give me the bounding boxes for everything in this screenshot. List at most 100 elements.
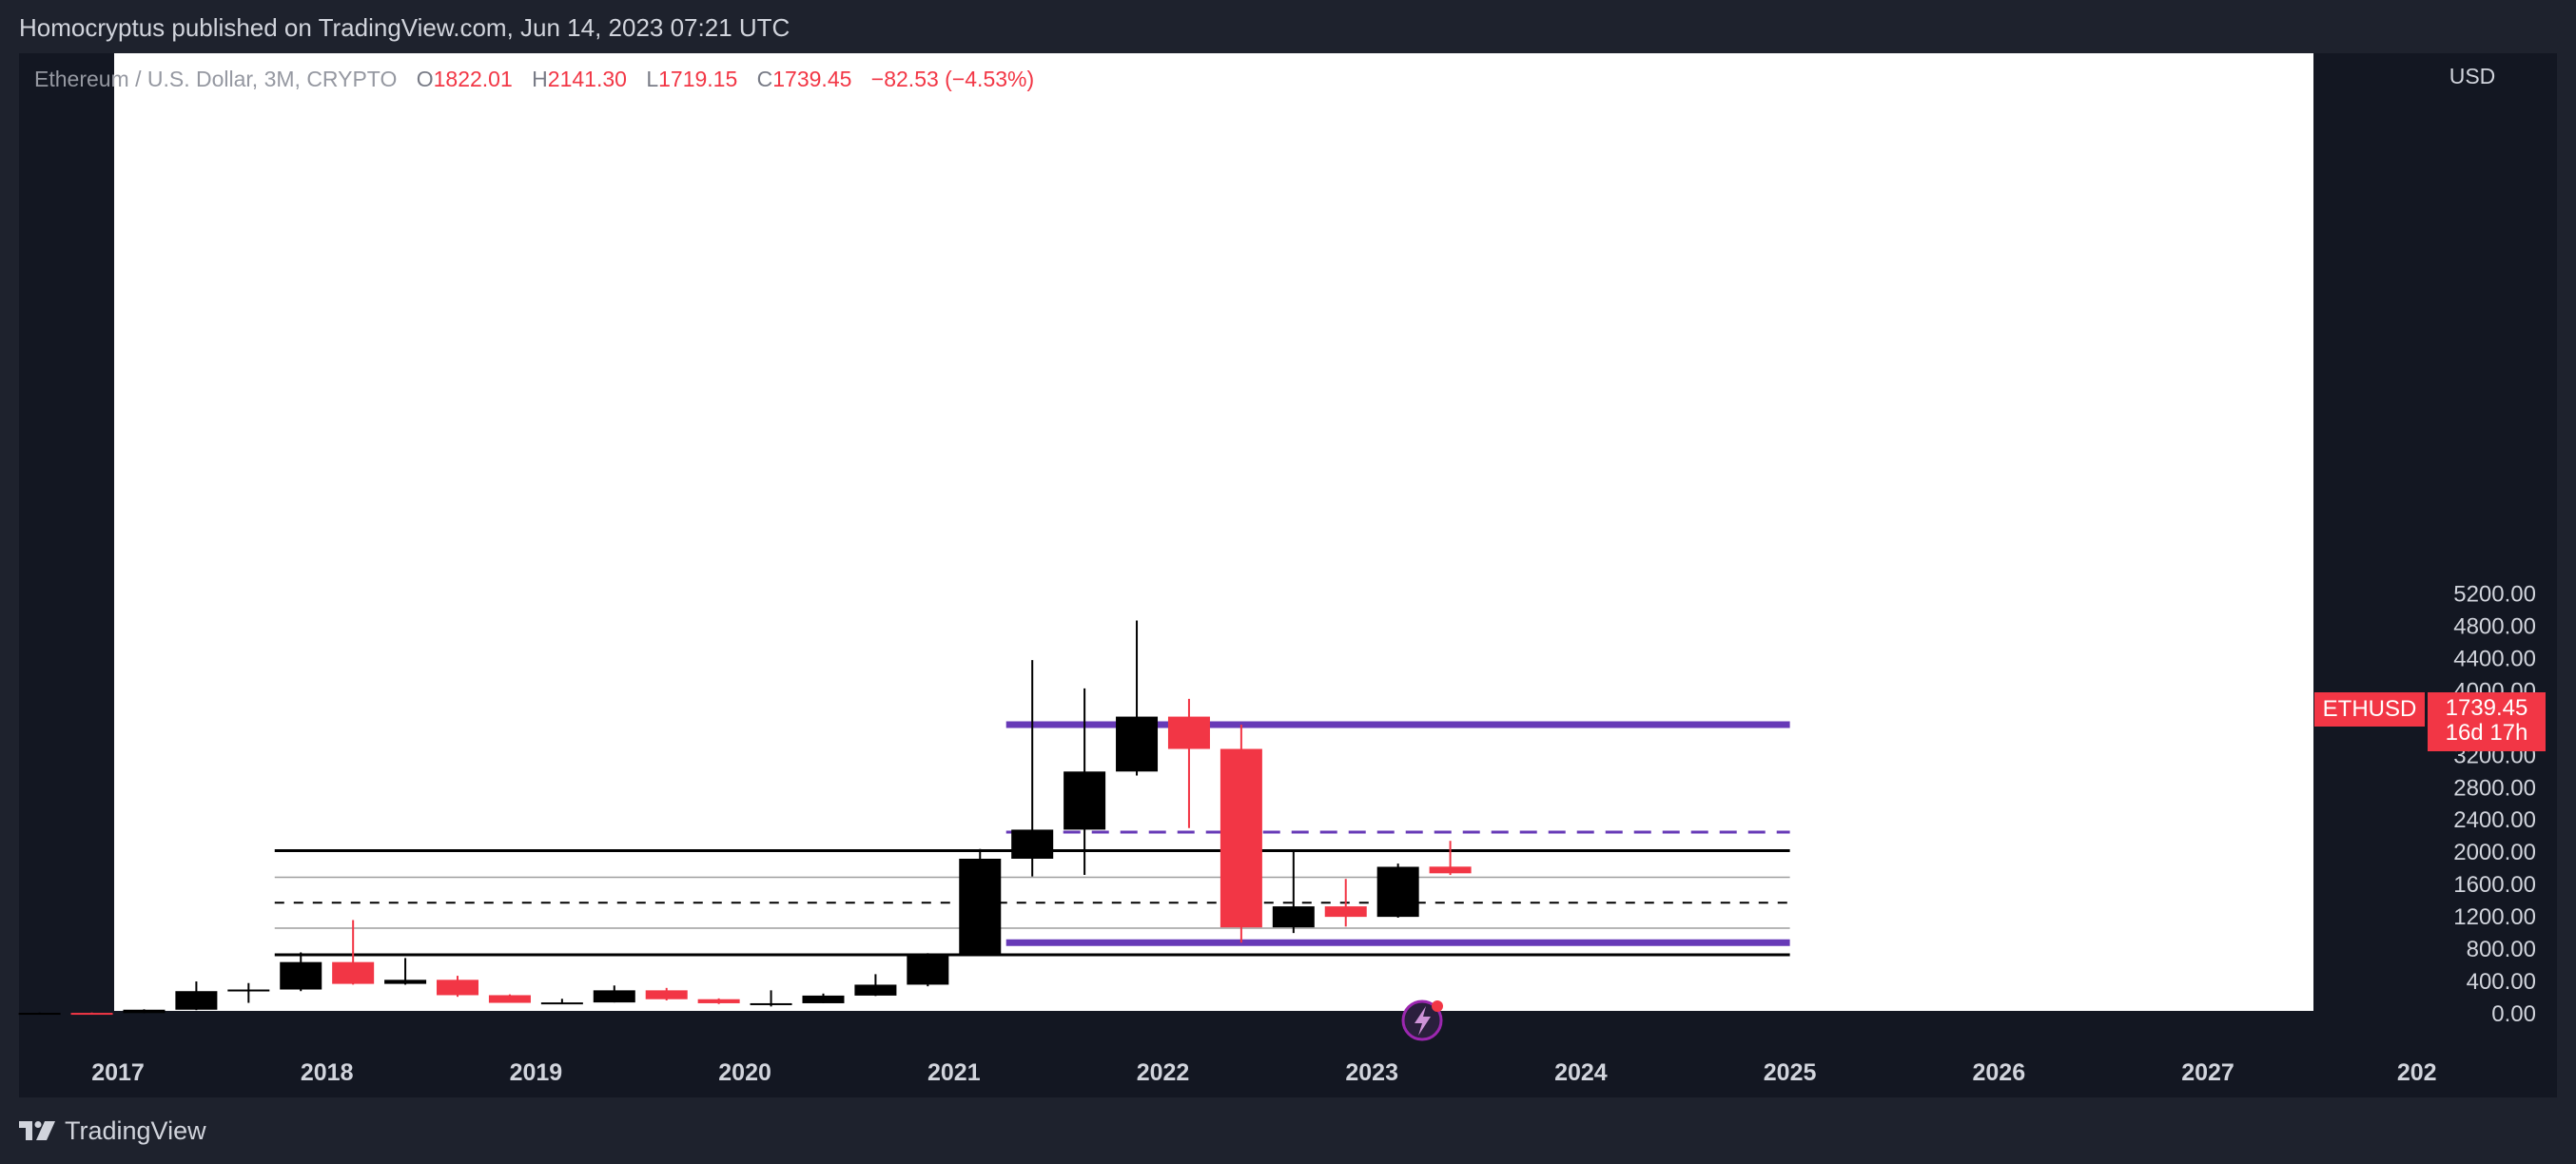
publish-info: Homocryptus published on TradingView.com… <box>19 13 790 42</box>
candle-2019-Q3[interactable] <box>645 987 688 1000</box>
candle-2020-Q2[interactable] <box>802 993 845 1003</box>
candle-2016-Q3[interactable] <box>18 1012 61 1016</box>
candle-2018-Q4[interactable] <box>488 994 531 1003</box>
candle-2018-Q1[interactable] <box>332 920 375 985</box>
candle-body <box>175 991 218 1010</box>
candles[interactable] <box>18 620 1472 1016</box>
candle-2023-Q1[interactable] <box>1376 863 1419 918</box>
candle-2020-Q3[interactable] <box>854 974 897 997</box>
candle-body <box>1220 748 1262 928</box>
candle-2016-Q4[interactable] <box>70 1012 113 1016</box>
chart-legend[interactable]: Ethereum / U.S. Dollar, 3M, CRYPTO O1822… <box>34 67 1034 92</box>
price-tick-label: 4400.00 <box>2453 646 2536 671</box>
tradingview-logo-text: TradingView <box>65 1116 206 1145</box>
candle-2017-Q3[interactable] <box>227 982 270 1003</box>
top-bar: Homocryptus published on TradingView.com… <box>0 0 2576 53</box>
time-tick-label: 2021 <box>927 1059 981 1086</box>
candle-body <box>540 1002 583 1005</box>
candle-2021-Q3[interactable] <box>1064 688 1106 875</box>
candle-2023-Q2[interactable] <box>1429 841 1472 876</box>
candle-body <box>384 980 427 984</box>
candle-body <box>332 961 375 984</box>
candle-body <box>1064 771 1106 830</box>
price-axis[interactable]: 5200.004800.004400.004000.003600.003200.… <box>2453 582 2536 1027</box>
candle-2021-Q1[interactable] <box>959 848 1002 956</box>
candle-body <box>959 858 1002 955</box>
bar-countdown: 16d 17h <box>2445 720 2528 746</box>
candle-body <box>1376 866 1419 918</box>
price-tick-label: 4800.00 <box>2453 613 2536 639</box>
footer: TradingView <box>0 1097 2576 1164</box>
price-tick-label: 5200.00 <box>2453 582 2536 608</box>
time-tick-label: 2026 <box>1972 1059 2025 1086</box>
candle-body <box>1272 906 1315 928</box>
time-tick-label: 2022 <box>1137 1059 1190 1086</box>
legend-low-label: L <box>646 67 659 91</box>
candle-body <box>593 990 635 1003</box>
legend-low-value: 1719.15 <box>658 67 738 91</box>
candle-2017-Q2[interactable] <box>175 981 218 1011</box>
candle-2020-Q1[interactable] <box>750 990 792 1007</box>
candle-2020-Q4[interactable] <box>907 953 949 987</box>
candle-body <box>18 1013 61 1016</box>
time-tick-label: 2017 <box>91 1059 145 1086</box>
candle-body <box>907 954 949 985</box>
candle-body <box>70 1013 113 1016</box>
candle-2017-Q1[interactable] <box>123 1009 166 1014</box>
time-tick-label: 2027 <box>2181 1059 2234 1086</box>
candle-2019-Q2[interactable] <box>593 985 635 1003</box>
candle-body <box>437 980 479 996</box>
price-tick-label: 2400.00 <box>2453 807 2536 833</box>
price-tick-label: 0.00 <box>2491 1001 2536 1027</box>
time-tick-label: 2019 <box>510 1059 563 1086</box>
tradingview-logo-icon <box>19 1121 55 1140</box>
legend-symbol: Ethereum / U.S. Dollar, 3M, CRYPTO <box>34 67 398 91</box>
price-tick-label: 2800.00 <box>2453 775 2536 801</box>
candle-2022-Q3[interactable] <box>1272 849 1315 934</box>
legend-high-label: H <box>532 67 548 91</box>
candle-body <box>1324 906 1367 918</box>
legend-open-value: 1822.01 <box>433 67 513 91</box>
last-price-tag[interactable]: 1739.45 16d 17h <box>2428 692 2546 751</box>
legend-high-value: 2141.30 <box>547 67 627 91</box>
candle-2021-Q4[interactable] <box>1116 620 1159 776</box>
candle-2018-Q3[interactable] <box>437 976 479 998</box>
candle-body <box>1167 716 1210 749</box>
candle-body <box>750 1002 792 1005</box>
time-tick-label: 202 <box>2397 1059 2437 1086</box>
price-tick-label: 1600.00 <box>2453 872 2536 898</box>
candle-body <box>123 1009 166 1014</box>
price-tick-label: 1200.00 <box>2453 904 2536 930</box>
candle-body <box>1116 716 1159 772</box>
time-tick-label: 2024 <box>1554 1059 1608 1086</box>
candle-2022-Q4[interactable] <box>1324 879 1367 927</box>
candle-2017-Q4[interactable] <box>280 952 322 992</box>
time-tick-label: 2020 <box>718 1059 771 1086</box>
price-tick-label: 400.00 <box>2467 969 2536 995</box>
candle-2021-Q2[interactable] <box>1011 660 1054 877</box>
last-price-value: 1739.45 <box>2445 695 2528 721</box>
price-axis-currency[interactable]: USD <box>2449 64 2496 88</box>
candle-body <box>645 990 688 999</box>
candle-body <box>280 961 322 990</box>
time-tick-label: 2018 <box>301 1059 354 1086</box>
legend-close-label: C <box>756 67 773 91</box>
lightning-icon[interactable] <box>1401 999 1443 1041</box>
candle-body <box>227 989 270 992</box>
tradingview-logo[interactable]: TradingView <box>19 1116 206 1145</box>
candle-2019-Q1[interactable] <box>540 999 583 1005</box>
time-axis[interactable]: 2017 2018 2019 2020 2021 2022 2023 2024 2025 2026… <box>91 1059 2436 1086</box>
legend-open-label: O <box>416 67 434 91</box>
symbol-tag[interactable]: ETHUSD <box>2314 692 2425 727</box>
legend-change: −82.53 (−4.53%) <box>870 67 1035 91</box>
candle-2019-Q4[interactable] <box>697 998 740 1004</box>
candle-body <box>854 984 897 996</box>
chart-pane[interactable] <box>114 53 2313 1011</box>
candle-2022-Q2[interactable] <box>1220 725 1262 943</box>
candle-2018-Q2[interactable] <box>384 958 427 985</box>
legend-close-value: 1739.45 <box>772 67 852 91</box>
price-tick-label: 2000.00 <box>2453 840 2536 865</box>
candle-2022-Q1[interactable] <box>1167 698 1210 828</box>
candle-body <box>488 995 531 1003</box>
